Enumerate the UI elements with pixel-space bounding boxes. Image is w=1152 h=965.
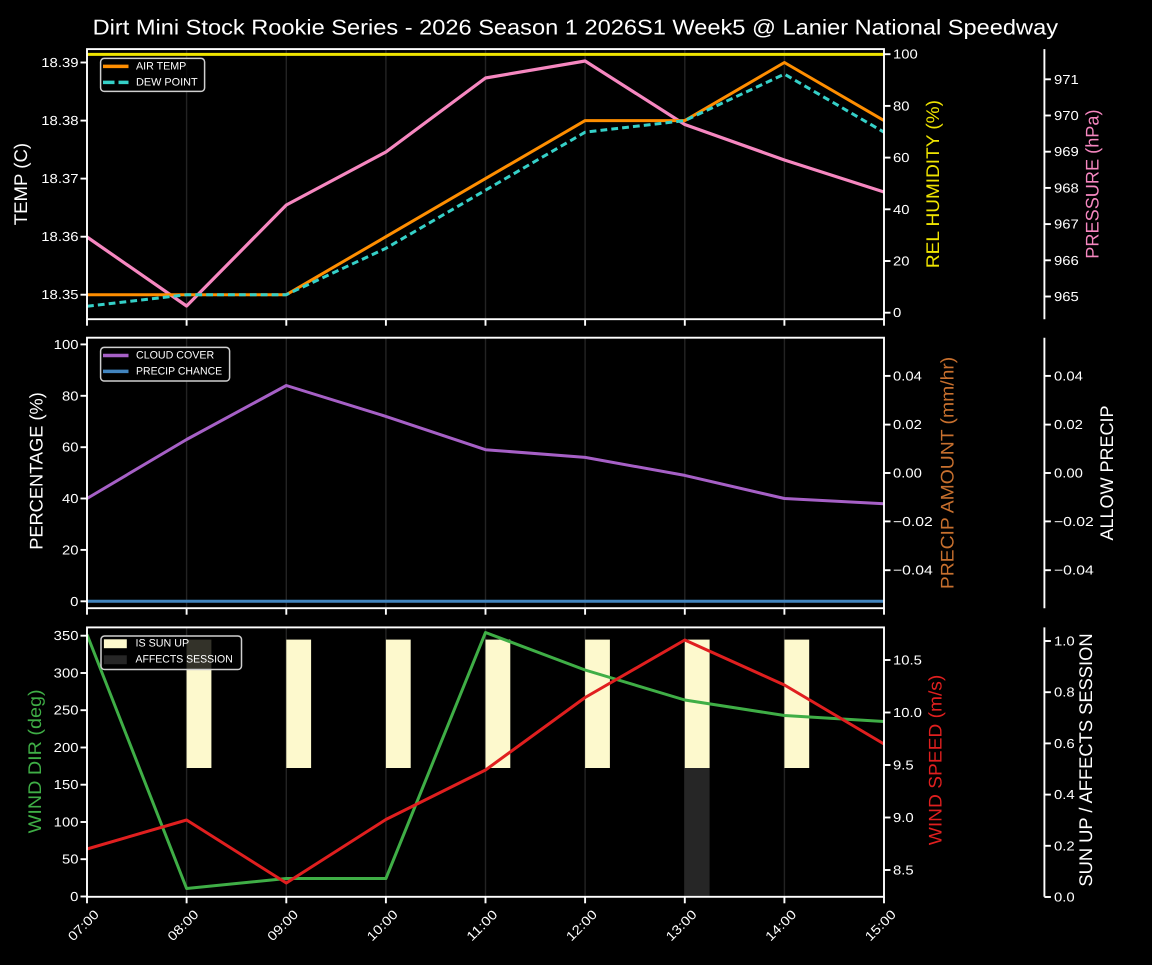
svg-text:200: 200 — [54, 740, 79, 755]
svg-text:80: 80 — [893, 98, 910, 113]
svg-text:150: 150 — [54, 777, 79, 792]
svg-text:1.0: 1.0 — [1054, 634, 1075, 649]
svg-text:9.5: 9.5 — [893, 758, 914, 773]
svg-text:300: 300 — [54, 666, 79, 681]
svg-text:8.5: 8.5 — [893, 863, 914, 878]
svg-text:CLOUD COVER: CLOUD COVER — [136, 350, 214, 362]
svg-text:−0.04: −0.04 — [1054, 563, 1094, 578]
svg-text:18.38: 18.38 — [41, 113, 78, 128]
svg-text:AFFECTS SESSION: AFFECTS SESSION — [136, 654, 233, 666]
svg-text:40: 40 — [62, 491, 79, 506]
svg-text:0.2: 0.2 — [1054, 838, 1075, 853]
svg-text:968: 968 — [1054, 180, 1079, 195]
svg-text:AIR TEMP: AIR TEMP — [136, 60, 186, 72]
svg-text:0.6: 0.6 — [1054, 736, 1075, 751]
svg-text:20: 20 — [62, 542, 79, 557]
svg-text:REL HUMIDITY (%): REL HUMIDITY (%) — [922, 100, 943, 268]
svg-text:18.35: 18.35 — [41, 287, 78, 302]
svg-text:−0.04: −0.04 — [893, 563, 933, 578]
svg-text:0.8: 0.8 — [1054, 685, 1075, 700]
svg-text:SUN UP / AFFECTS SESSION: SUN UP / AFFECTS SESSION — [1075, 633, 1096, 886]
svg-text:0.04: 0.04 — [893, 368, 922, 383]
svg-text:100: 100 — [893, 47, 918, 62]
svg-text:WIND SPEED (m/s): WIND SPEED (m/s) — [925, 675, 946, 846]
svg-text:967: 967 — [1054, 217, 1079, 232]
svg-text:100: 100 — [54, 337, 79, 352]
svg-text:0: 0 — [70, 889, 78, 904]
svg-text:18.36: 18.36 — [41, 229, 78, 244]
svg-text:250: 250 — [54, 703, 79, 718]
svg-text:−0.02: −0.02 — [893, 514, 933, 529]
svg-text:PERCENTAGE (%): PERCENTAGE (%) — [26, 392, 47, 550]
svg-text:18.39: 18.39 — [41, 55, 78, 70]
svg-text:60: 60 — [893, 150, 910, 165]
svg-text:971: 971 — [1054, 72, 1079, 87]
svg-text:0.02: 0.02 — [1054, 417, 1083, 432]
svg-text:PRECIP AMOUNT (mm/hr): PRECIP AMOUNT (mm/hr) — [937, 357, 958, 589]
svg-text:9.0: 9.0 — [893, 810, 914, 825]
svg-text:10.0: 10.0 — [893, 705, 922, 720]
svg-text:Dirt Mini Stock Rookie Series: Dirt Mini Stock Rookie Series - 2026 Sea… — [93, 16, 1059, 40]
svg-text:0: 0 — [70, 594, 78, 609]
svg-text:20: 20 — [893, 254, 910, 269]
svg-text:0.00: 0.00 — [893, 466, 922, 481]
svg-text:18.37: 18.37 — [41, 171, 78, 186]
svg-text:100: 100 — [54, 815, 79, 830]
svg-text:WIND DIR (deg): WIND DIR (deg) — [24, 689, 45, 833]
svg-text:IS SUN UP: IS SUN UP — [136, 638, 190, 650]
svg-text:0.4: 0.4 — [1054, 787, 1075, 802]
svg-text:0.00: 0.00 — [1054, 466, 1083, 481]
svg-text:80: 80 — [62, 388, 79, 403]
svg-text:40: 40 — [893, 202, 910, 217]
svg-text:PRECIP CHANCE: PRECIP CHANCE — [136, 365, 222, 377]
svg-text:0.0: 0.0 — [1054, 890, 1075, 905]
svg-text:TEMP (C): TEMP (C) — [10, 143, 31, 225]
svg-text:PRESSURE (hPa): PRESSURE (hPa) — [1082, 109, 1103, 258]
svg-text:60: 60 — [62, 440, 79, 455]
svg-text:970: 970 — [1054, 108, 1079, 123]
svg-text:DEW POINT: DEW POINT — [136, 76, 198, 88]
svg-text:350: 350 — [54, 628, 79, 643]
svg-text:965: 965 — [1054, 289, 1079, 304]
svg-text:969: 969 — [1054, 144, 1079, 159]
svg-text:0: 0 — [893, 305, 901, 320]
svg-text:50: 50 — [62, 852, 79, 867]
svg-text:0.02: 0.02 — [893, 417, 922, 432]
svg-text:−0.02: −0.02 — [1054, 514, 1094, 529]
svg-text:ALLOW PRECIP: ALLOW PRECIP — [1096, 405, 1117, 540]
svg-text:0.04: 0.04 — [1054, 368, 1083, 383]
svg-text:966: 966 — [1054, 253, 1079, 268]
svg-text:10.5: 10.5 — [893, 653, 922, 668]
